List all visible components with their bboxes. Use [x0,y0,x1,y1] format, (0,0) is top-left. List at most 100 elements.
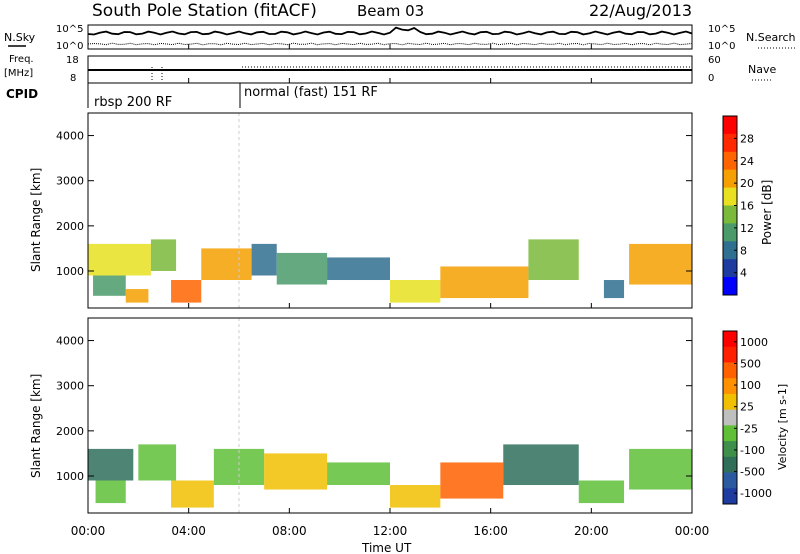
velocity-heatmap-cells [88,318,692,513]
colorbar-tick-label-6: 4 [740,267,747,280]
freq-tick-high: 18 [66,55,79,66]
power-cell-5 [201,248,252,281]
cpid-mode-2: normal (fast) 151 RF [244,85,378,100]
freq-tick-low: 8 [70,73,76,84]
xtick-label-2: 08:00 [272,524,307,538]
power-cell-6 [251,243,277,276]
nsky-label: N.Sky [4,31,36,44]
velocity-colorbar: 1000 500 100 25 -25 -100 -500 -1000 [722,330,772,505]
ytick-label-0: 1000 [56,470,84,483]
colorbar-tick-label-2: 100 [740,379,761,392]
colorbar-segment-4 [723,187,737,206]
power-panel: 1000 2000 3000 4000 Slant Range [km] 28 24 20… [29,112,774,309]
velocity-cell-4 [213,448,265,486]
time-x-axis: 00:00 04:00 08:00 12:00 16:00 20:00 00:00 [71,44,710,538]
ytick-label-0: 1000 [56,265,84,278]
xtick-label-6: 00:00 [675,524,710,538]
velocity-cell-10 [578,480,625,504]
velocity-cell-9 [503,444,579,486]
velocity-cell-5 [264,453,328,490]
velocity-cell-3 [171,480,214,508]
freq-label: Freq. [9,54,34,65]
colorbar-segment-1 [723,346,737,363]
colorbar-tick-label-0: 1000 [740,336,768,349]
power-cell-8 [327,257,390,281]
colorbar-segment-1 [723,133,737,153]
colorbar-segment-0 [723,116,737,135]
colorbar-tick-label-0: 28 [740,132,754,145]
colorbar-segment-6 [723,425,737,442]
power-cell-10 [440,266,529,299]
power-y-ticks: 1000 2000 3000 4000 [56,130,692,278]
power-cell-1 [93,275,126,296]
power-colorbar: 28 24 20 16 12 8 4 [722,115,754,296]
colorbar-tick-label-3: 25 [740,401,754,414]
nave-label: Nave [748,63,776,76]
power-cell-4 [171,280,202,303]
colorbar-segment-3 [723,378,737,395]
colorbar-segment-10 [723,488,737,505]
xtick-label-3: 12:00 [373,524,408,538]
ytick-label-2: 3000 [56,380,84,393]
xtick-label-4: 16:00 [473,524,508,538]
beam-label: Beam 03 [357,2,424,20]
velocity-y-ticks: 1000 2000 3000 4000 [56,335,692,483]
power-ylabel: Slant Range [km] [29,168,43,272]
time-axis-label: Time UT [361,541,412,554]
colorbar-tick-label-4: 12 [740,222,754,235]
noise-tick-left-high: 10^5 [56,24,83,35]
velocity-cell-8 [440,462,504,499]
colorbar-tick-label-1: 500 [740,357,761,370]
cpid-label: CPID [6,87,38,101]
colorbar-segment-7 [723,441,737,458]
colorbar-tick-label-5: 8 [740,244,747,257]
colorbar-segment-7 [723,241,737,260]
noise-tick-left-low: 10^0 [56,41,83,52]
colorbar-segment-4 [723,393,737,411]
velocity-cell-0 [88,448,134,481]
nave-tick-low: 0 [708,73,714,84]
colorbar-tick-label-7: -1000 [740,487,772,500]
cpid-row: CPID rbsp 200 RF normal (fast) 151 RF [6,83,378,110]
ytick-label-2: 3000 [56,175,84,188]
velocity-cell-1 [95,480,126,504]
colorbar-segment-8 [723,259,737,278]
noise-tick-right-high: 10^5 [708,24,735,35]
nsearch-label: N.Search [746,31,796,44]
colorbar-segment-8 [723,456,737,474]
ytick-label-3: 4000 [56,335,84,348]
colorbar-tick-label-2: 20 [740,177,754,190]
colorbar-tick-label-1: 24 [740,155,754,168]
power-cell-7 [276,252,328,285]
colorbar-tick-label-4: -25 [740,422,758,435]
colorbar-segment-0 [723,331,737,348]
power-colorbar-label: Power [dB] [760,180,774,245]
station-title: South Pole Station (fitACF) [92,1,317,21]
power-cell-3 [150,239,177,271]
colorbar-segment-5 [723,205,737,224]
velocity-cell-6 [327,462,390,486]
noise-tick-right-low: 10^0 [708,41,735,52]
colorbar-segment-2 [723,362,737,379]
power-cell-13 [629,243,692,285]
colorbar-segment-3 [723,169,737,189]
power-heatmap-cells [88,113,692,308]
colorbar-segment-2 [723,151,737,171]
xtick-label-5: 20:00 [574,524,609,538]
nave-tick-high: 60 [708,55,721,66]
ytick-label-3: 4000 [56,130,84,143]
xtick-label-1: 04:00 [171,524,206,538]
velocity-cell-7 [390,485,441,508]
noise-panel: N.Sky 10^5 10^0 10^5 10^0 N.Search [4,24,796,52]
colorbar-segment-9 [723,277,737,296]
ytick-label-1: 2000 [56,220,84,233]
colorbar-tick-label-6: -500 [740,466,765,479]
colorbar-segment-5 [723,409,737,426]
power-cell-2 [125,289,149,303]
freq-unit-label: [MHz] [4,68,33,79]
power-cell-0 [88,243,151,276]
noise-traces [87,26,693,46]
power-cell-11 [528,239,579,281]
colorbar-tick-label-3: 16 [740,200,754,213]
